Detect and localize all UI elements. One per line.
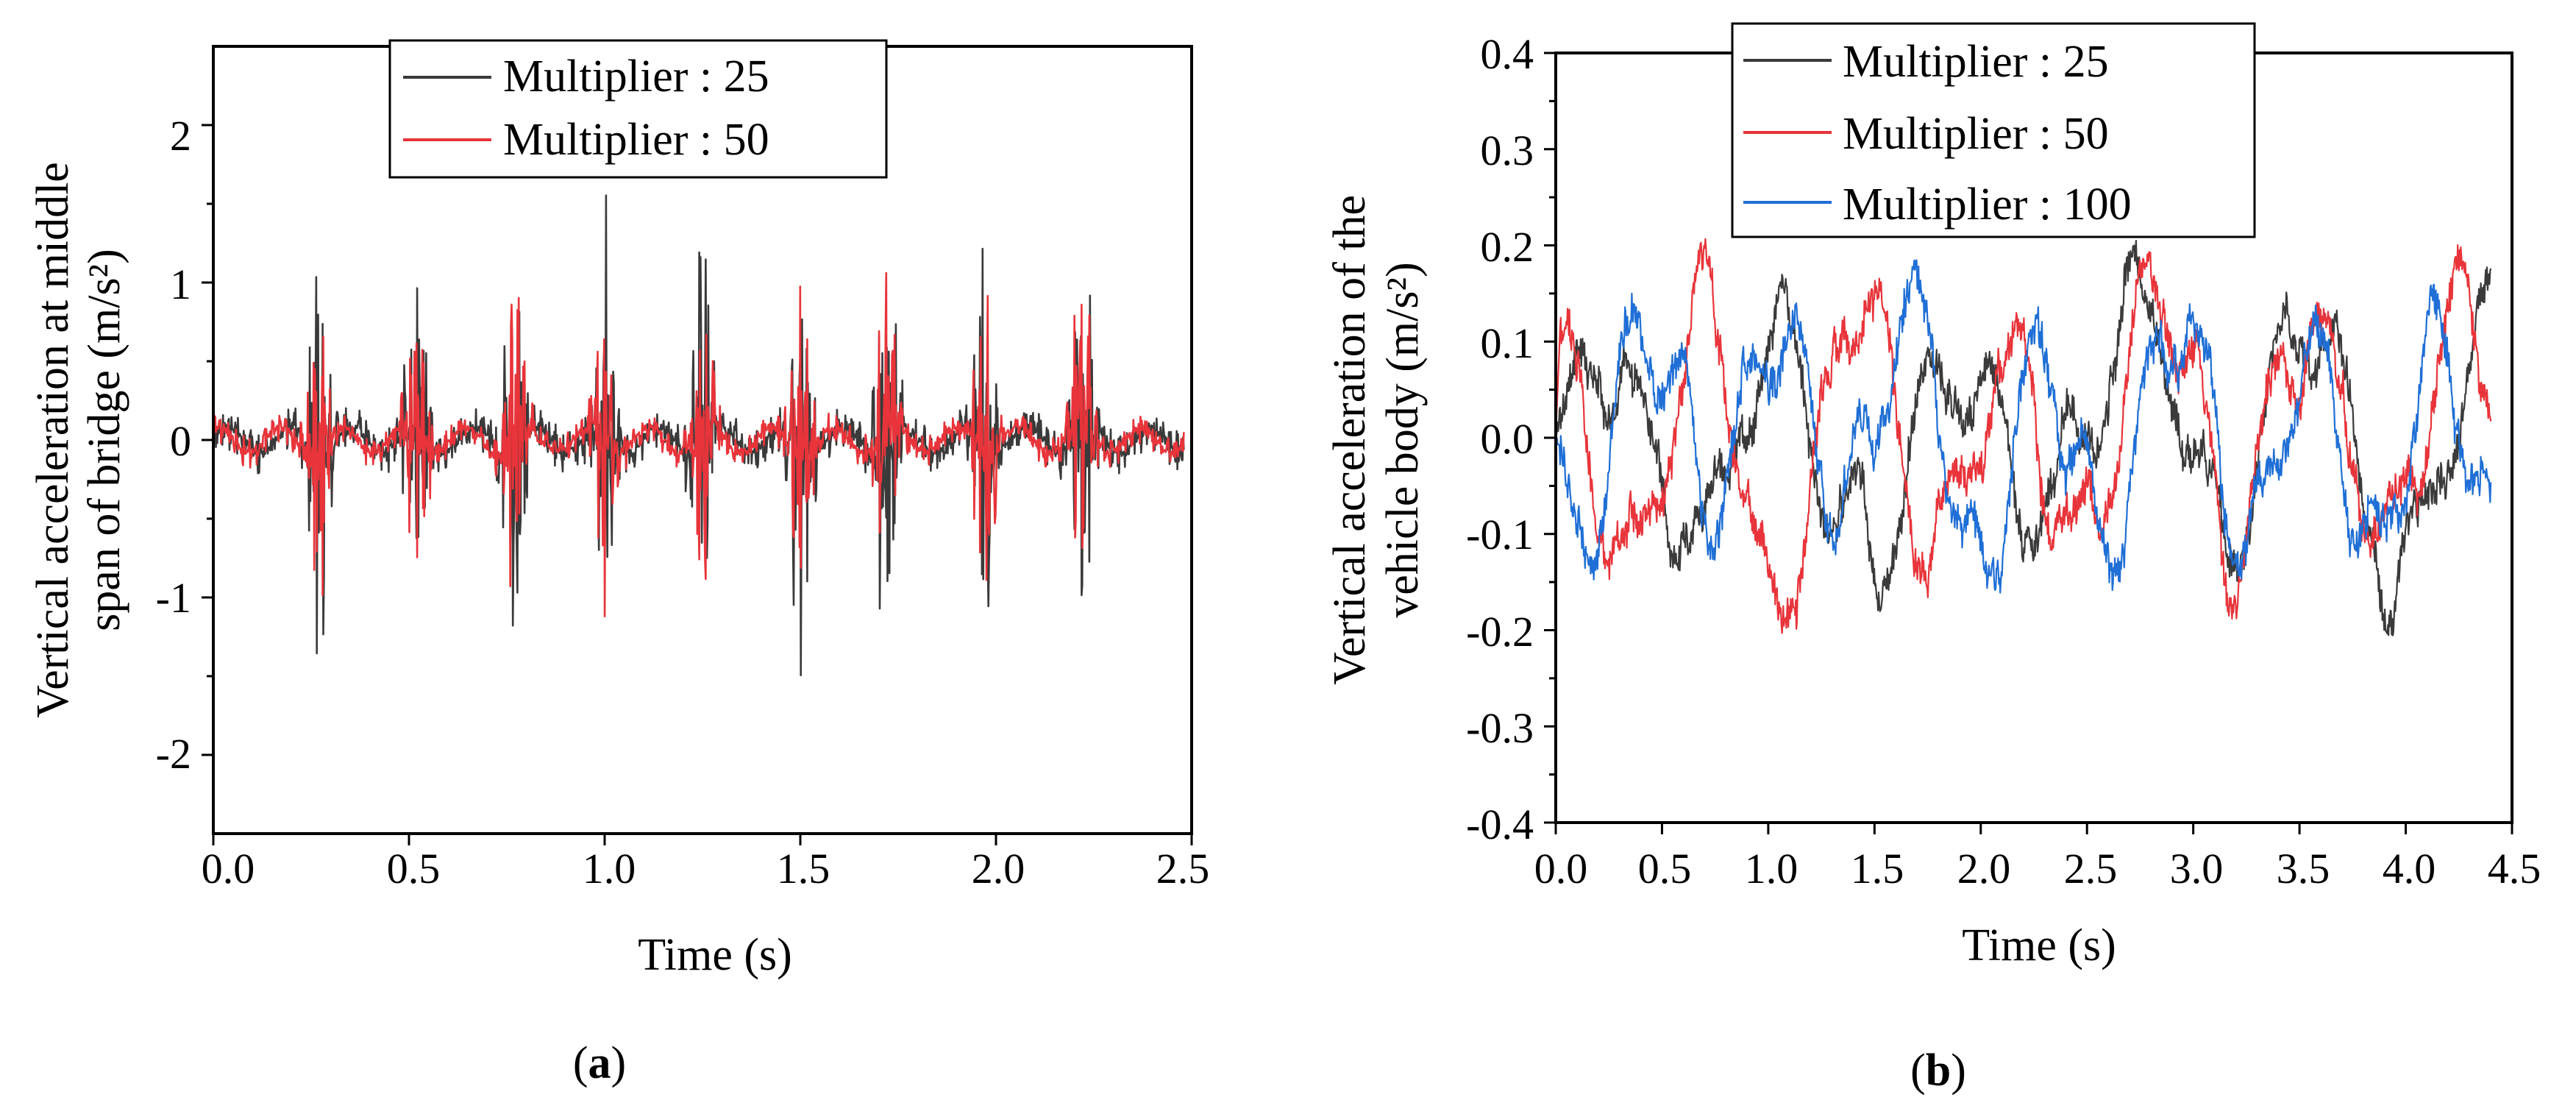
chart-b-ytick-label: -0.2 xyxy=(1466,608,1534,656)
panel-label-b: (b) xyxy=(1910,1046,1966,1096)
chart-a-ytick-label: 2 xyxy=(170,112,191,160)
chart-b-xtick-label: 0.0 xyxy=(1534,845,1588,892)
chart-a-xtick-label: 2.5 xyxy=(1156,845,1210,892)
chart-b-xtick-label: 0.5 xyxy=(1638,845,1692,892)
chart-b-ytick-label: 0.4 xyxy=(1481,30,1534,78)
chart-b-ytick-label: 0.3 xyxy=(1481,127,1534,174)
chart-a: 2 1 0 -1 -2 0.0 0.5 1.0 1.5 2.0 2.5 Time… xyxy=(28,39,1210,1088)
chart-b-ytick-label: -0.1 xyxy=(1466,511,1534,558)
chart-b-ylabel-line-2: vehicle body (m/s²) xyxy=(1378,262,1428,617)
chart-a-ticks xyxy=(202,124,1193,845)
chart-b-series-50 xyxy=(1554,238,2492,634)
chart-a-series-layer xyxy=(212,194,1185,677)
chart-a-ytick-label: -1 xyxy=(156,574,191,622)
chart-b-xtick-label: 2.0 xyxy=(1957,845,2011,892)
panel-label-a: (a) xyxy=(573,1038,626,1088)
chart-a-ytick-label: 1 xyxy=(170,260,191,308)
chart-a-ylabel-line-1: Vertical acceleration at middle xyxy=(28,162,78,718)
chart-a-xtick-label: 0.5 xyxy=(387,845,441,892)
chart-b-series-25 xyxy=(1554,239,2492,636)
chart-a-ytick-label: 0 xyxy=(170,417,191,465)
panel-label-a-close: ) xyxy=(611,1038,627,1088)
chart-b-ticks xyxy=(1544,52,2513,834)
chart-b-xtick-label: 1.0 xyxy=(1745,845,1798,892)
chart-a-xtick-label: 0.0 xyxy=(202,845,255,892)
chart-b-xtick-label: 4.0 xyxy=(2383,845,2436,892)
chart-a-legend: Multiplier : 25 Multiplier : 50 xyxy=(388,39,888,179)
panel-label-b-open: ( xyxy=(1910,1046,1926,1096)
chart-a-series-50 xyxy=(212,271,1185,617)
chart-a-xtick-label: 1.0 xyxy=(583,845,636,892)
panel-label-b-close: ) xyxy=(1951,1046,1966,1096)
chart-b-legend: Multiplier : 25 Multiplier : 50 Multipli… xyxy=(1731,22,2256,238)
chart-b-ytick-label: 0.2 xyxy=(1481,223,1534,271)
chart-b-xtick-label: 3.5 xyxy=(2277,845,2330,892)
chart-a-legend-label-25: Multiplier : 25 xyxy=(503,52,769,102)
chart-b-xtick-label: 2.5 xyxy=(2064,845,2118,892)
chart-b-xtick-label: 4.5 xyxy=(2488,845,2541,892)
panel-label-a-letter: a xyxy=(588,1038,611,1088)
chart-b-xtick-label: 1.5 xyxy=(1851,845,1904,892)
chart-b-ytick-label: 0.0 xyxy=(1481,415,1534,463)
chart-a-xlabel: Time (s) xyxy=(638,930,792,980)
chart-b-series-100 xyxy=(1555,259,2492,594)
chart-a-legend-box xyxy=(388,39,888,179)
chart-b-legend-label-25: Multiplier : 25 xyxy=(1843,37,2109,87)
chart-b-xtick-label: 3.0 xyxy=(2170,845,2224,892)
chart-a-ylabel-line-2: span of bridge (m/s²) xyxy=(79,249,129,631)
chart-b-xlabel: Time (s) xyxy=(1962,920,2116,970)
chart-b-ylabel-line-1: Vertical acceleration of the xyxy=(1325,195,1375,685)
chart-a-xtick-label: 2.0 xyxy=(972,845,1025,892)
panel-label-a-open: ( xyxy=(573,1038,588,1088)
chart-b-legend-label-100: Multiplier : 100 xyxy=(1843,180,2132,230)
chart-b-ytick-label: -0.3 xyxy=(1466,704,1534,752)
chart-a-ytick-label: -2 xyxy=(156,730,191,778)
chart-b-ytick-label: 0.1 xyxy=(1481,319,1534,367)
chart-b: 0.4 0.3 0.2 0.1 0.0 -0.1 -0.2 -0.3 -0.4 … xyxy=(1325,22,2541,1096)
chart-b-ytick-label: -0.4 xyxy=(1466,801,1534,848)
chart-a-xtick-label: 1.5 xyxy=(777,845,830,892)
panel-label-b-letter: b xyxy=(1926,1046,1951,1096)
chart-a-legend-label-50: Multiplier : 50 xyxy=(503,115,769,165)
chart-b-legend-label-50: Multiplier : 50 xyxy=(1843,109,2109,159)
chart-b-series-layer xyxy=(1554,238,2492,636)
